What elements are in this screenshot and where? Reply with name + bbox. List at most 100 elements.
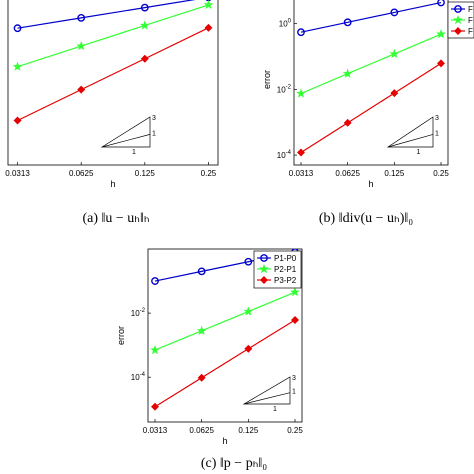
data-point-P1-P0: [13, 24, 22, 33]
data-point-P1-P0: [140, 3, 149, 12]
data-point-P1-P0: [77, 14, 86, 22]
slope-label: 3: [435, 115, 439, 122]
slope-triangle-outline: [386, 116, 434, 148]
data-point-P3-P2: [13, 116, 22, 125]
data-point-P1-P0: [437, 0, 445, 7]
legend-label-P3-P2: P3-P2: [274, 276, 297, 285]
series-group: [12, 0, 214, 125]
data-point-P2-P1: [140, 20, 150, 30]
data-point-P1-P0: [390, 8, 399, 17]
slope-triangle-line: [101, 134, 151, 148]
data-point-P3-P2: [343, 118, 352, 127]
series-line-P3-P2: [17, 27, 209, 122]
data-point-P2-P1: [436, 29, 446, 39]
y-tick-label: 10-4: [277, 150, 292, 160]
panel-caption: (b) ‖div(u − uₕ)‖₀: [319, 211, 413, 226]
data-point-P3-P2: [297, 148, 305, 157]
series-group: [150, 249, 300, 411]
legend-marker-P1-P0: [260, 254, 268, 262]
legend: P1-P0 P2-P1 P3-P2: [253, 250, 302, 289]
data-point-P3-P2: [151, 402, 159, 411]
data-point-P3-P2: [291, 316, 299, 324]
legend-label-P1-P0: P1-P0: [274, 254, 297, 263]
panel-caption: (a) ‖u − uₕ‖ₕ: [82, 211, 149, 226]
data-point-P1-P0: [151, 277, 159, 285]
slope-triangle-line: [243, 392, 291, 405]
x-tick-label: 0.0313: [143, 426, 168, 435]
x-axis-label: h: [368, 179, 373, 189]
legend-label-P1-P0: F: [468, 5, 473, 14]
series-group: [296, 0, 446, 157]
data-point-P3-P2: [390, 89, 399, 98]
series-line-P1-P0: [300, 1, 442, 33]
slope-label: 3: [152, 115, 156, 122]
data-point-P2-P1: [243, 306, 254, 316]
slope-label: 1: [152, 131, 156, 138]
data-point-P1-P0: [197, 267, 206, 276]
slope-triangle: 3 1 1: [100, 115, 156, 156]
x-tick-label: 0.0625: [335, 169, 360, 178]
x-tick-label: 0.0625: [69, 169, 94, 178]
data-point-P2-P1: [203, 0, 214, 9]
data-point-P2-P1: [12, 61, 23, 71]
x-tick-label: 0.125: [135, 169, 156, 178]
x-tick-label: 0.0313: [5, 169, 30, 178]
x-tick-label: 0.125: [238, 426, 259, 435]
legend-label-P3-P2: F: [468, 27, 473, 36]
series-line-P2-P1: [17, 4, 209, 68]
legend-marker-P3-P2: [454, 27, 462, 35]
y-tick-label: 10-2: [277, 84, 292, 94]
y-tick-label: 10-4: [131, 372, 146, 382]
series-line-P3-P2: [154, 319, 296, 408]
data-point-P2-P1: [389, 48, 400, 59]
legend-marker-P2-P1: [453, 14, 463, 25]
data-point-P2-P1: [296, 88, 306, 98]
slope-triangle-outline: [242, 376, 291, 405]
plot-frame: [7, 0, 219, 166]
data-point-P2-P1: [150, 345, 160, 355]
x-axis-label: h: [222, 436, 227, 446]
slope-triangle-outline: [100, 116, 151, 148]
panel-caption: (c) ‖p − pₕ‖₀: [201, 456, 267, 471]
slope-label: 1: [273, 406, 277, 413]
series-line-P2-P1: [154, 291, 296, 351]
plot-frame: [293, 0, 449, 166]
slope-label: 1: [435, 131, 439, 138]
data-point-P1-P0: [343, 18, 352, 27]
series-line-P3-P2: [300, 62, 442, 154]
data-point-P2-P1: [76, 41, 86, 51]
x-tick-label: 0.25: [201, 169, 217, 178]
slope-triangle: 3 1 1: [242, 375, 296, 413]
legend: FFF: [447, 1, 474, 39]
plot-frame: [147, 248, 303, 423]
x-tick-label: 0.0625: [189, 426, 214, 435]
data-point-P3-P2: [244, 344, 253, 353]
y-tick-label: 10-2: [131, 308, 146, 318]
legend-label-P2-P1: P2-P1: [274, 265, 297, 274]
slope-label: 1: [132, 149, 136, 156]
x-tick-label: 0.25: [287, 426, 303, 435]
legend-label-P2-P1: F: [468, 16, 473, 25]
x-tick-label: 0.125: [384, 169, 405, 178]
data-point-P3-P2: [77, 85, 86, 94]
slope-label: 1: [417, 149, 421, 156]
legend-marker-P2-P1: [259, 263, 269, 274]
data-point-P2-P1: [290, 287, 300, 297]
data-point-P3-P2: [204, 23, 213, 32]
x-tick-label: 0.0313: [289, 169, 314, 178]
legend-marker-P3-P2: [260, 276, 268, 284]
slope-triangle-line: [387, 134, 434, 148]
x-tick-label: 0.25: [433, 169, 449, 178]
y-tick-label: 100: [279, 19, 292, 29]
data-point-P2-P1: [196, 325, 207, 335]
x-axis-label: h: [110, 179, 115, 189]
slope-label: 1: [292, 389, 296, 396]
data-point-P1-P0: [244, 257, 253, 266]
data-point-P3-P2: [197, 373, 206, 382]
slope-label: 3: [292, 375, 296, 382]
y-axis-label: error: [262, 70, 272, 89]
y-axis-label: error: [116, 326, 126, 345]
data-point-P3-P2: [437, 59, 445, 68]
data-point-P3-P2: [140, 54, 149, 63]
